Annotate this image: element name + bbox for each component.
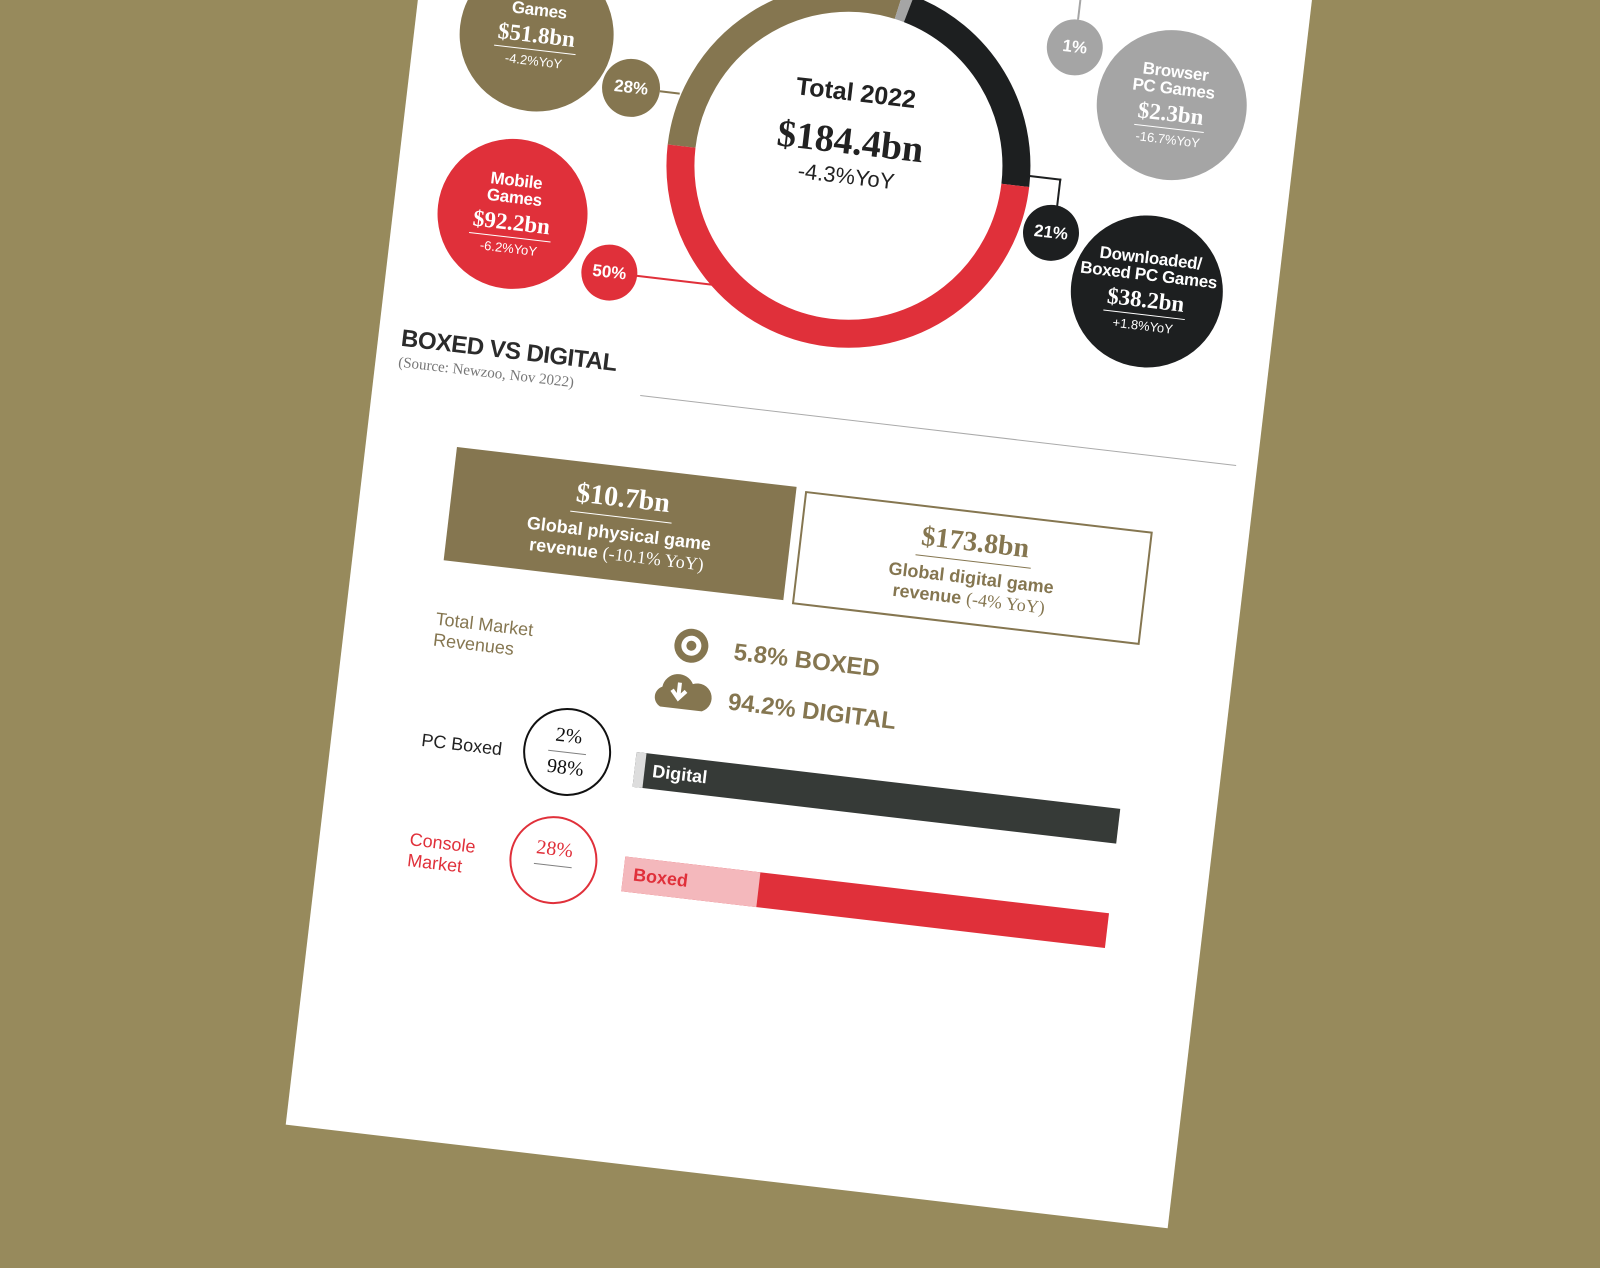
cloud-download-icon <box>654 674 712 712</box>
bubble-name: Downloaded/ Boxed PC Games <box>1079 242 1219 293</box>
pc-bar-label: Digital <box>651 761 709 788</box>
bubble-yoy: -4.2%YoY <box>504 49 563 72</box>
rotated-infographic-page: Total 2022 $184.4bn -4.3%YoY Games $51.8… <box>285 0 1343 1229</box>
console-boxed-pct: 28% <box>535 836 575 863</box>
donut-segment-browser-pc-games <box>894 0 914 23</box>
digital-revenue-value: $173.8bn <box>915 519 1035 569</box>
donut-segment-mobile-games <box>666 144 1030 348</box>
downloaded-connector <box>1024 174 1062 207</box>
disc-icon <box>674 628 709 663</box>
pc-boxed-pct: 2% <box>554 723 584 749</box>
bubble-name: Mobile Games <box>485 168 544 211</box>
bubble-yoy: +1.8%YoY <box>1111 314 1174 337</box>
donut-chart <box>666 0 1031 348</box>
physical-revenue-value: $10.7bn <box>570 476 676 524</box>
donut-segment-console-games <box>667 0 904 148</box>
bubble-yoy: -6.2%YoY <box>479 237 538 259</box>
donut-segment-downloaded-boxed-pc-games <box>903 0 1031 187</box>
pc-digital-pct: 98% <box>545 754 585 781</box>
